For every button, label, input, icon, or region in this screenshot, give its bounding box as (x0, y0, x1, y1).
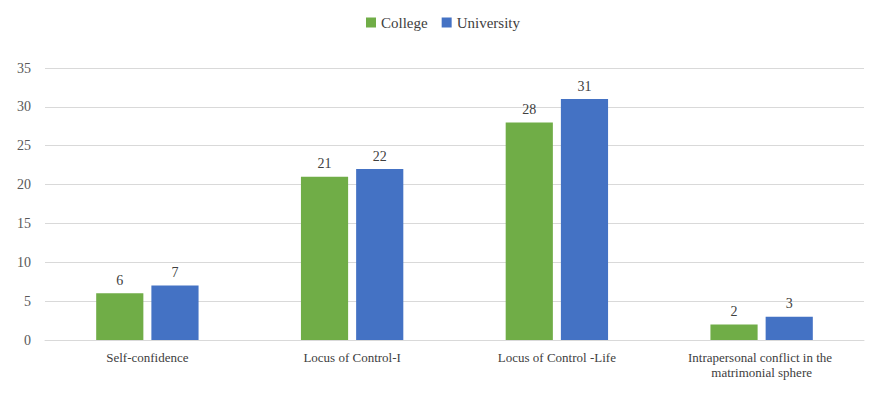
svg-text:Self-confidence: Self-confidence (106, 350, 189, 365)
svg-text:31: 31 (577, 79, 591, 94)
svg-text:matrimonial sphere: matrimonial sphere (711, 365, 812, 380)
svg-text:7: 7 (171, 265, 178, 280)
svg-text:21: 21 (318, 156, 332, 171)
svg-text:22: 22 (373, 149, 387, 164)
svg-text:College: College (381, 15, 428, 31)
svg-text:30: 30 (17, 99, 31, 114)
svg-text:Locus of Control -Life: Locus of Control -Life (498, 350, 616, 365)
svg-text:10: 10 (17, 255, 31, 270)
svg-text:25: 25 (17, 138, 31, 153)
svg-text:5: 5 (24, 294, 31, 309)
svg-text:15: 15 (17, 216, 31, 231)
svg-text:28: 28 (522, 102, 536, 117)
svg-text:0: 0 (24, 333, 31, 348)
svg-text:Locus of Control-I: Locus of Control-I (303, 350, 400, 365)
svg-text:35: 35 (17, 61, 31, 76)
svg-text:6: 6 (116, 273, 123, 288)
svg-text:3: 3 (786, 296, 793, 311)
svg-text:20: 20 (17, 177, 31, 192)
svg-text:University: University (457, 15, 521, 31)
svg-text:Intrapersonal conflict in the: Intrapersonal conflict in the (688, 350, 835, 365)
svg-text:2: 2 (731, 304, 738, 319)
